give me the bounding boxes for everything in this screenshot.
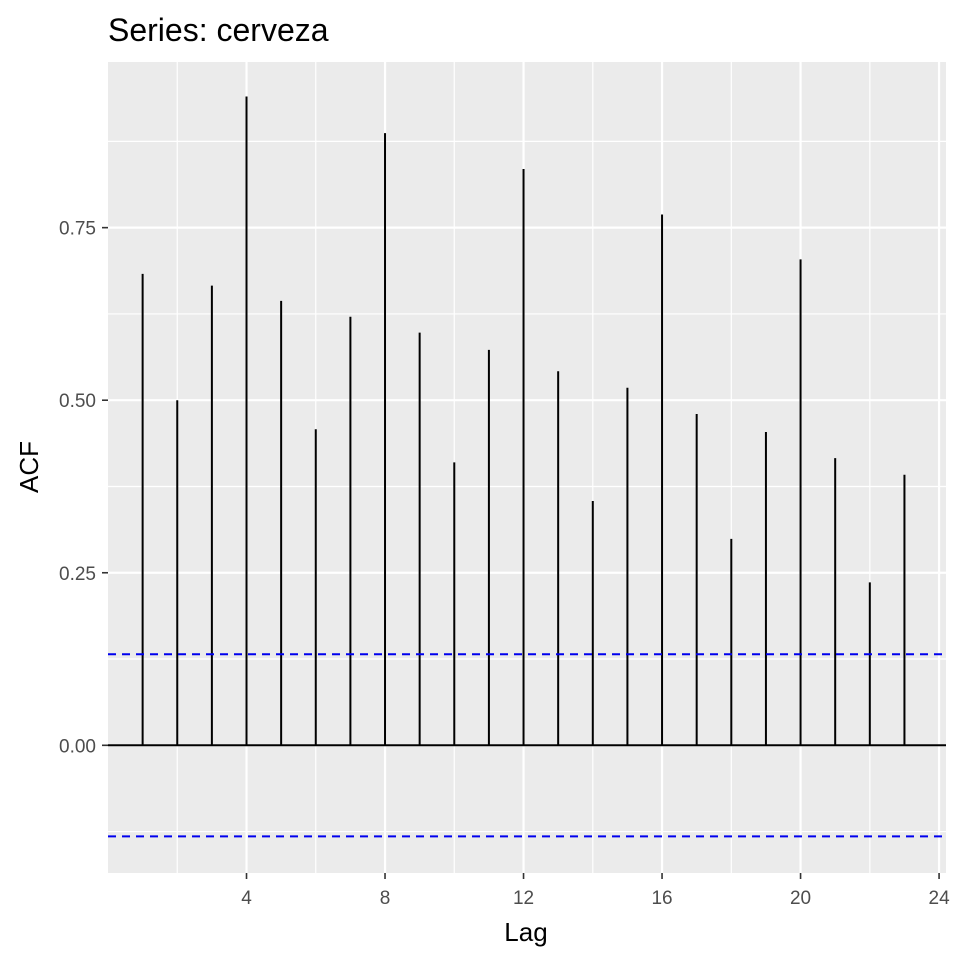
x-tick-label: 24 xyxy=(929,888,951,909)
x-axis-title: Lag xyxy=(504,917,547,947)
y-tick-label: 0.50 xyxy=(59,391,96,412)
x-axis-ticks: 4 8 12 16 20 24 xyxy=(241,873,950,909)
x-tick-label: 16 xyxy=(651,888,672,909)
y-tick-label: 0.75 xyxy=(59,219,96,240)
x-tick-label: 20 xyxy=(790,888,811,909)
chart-title: Series: cerveza xyxy=(108,12,329,48)
y-tick-label: 0.00 xyxy=(59,736,96,757)
x-tick-label: 12 xyxy=(513,888,534,909)
y-axis-ticks: 0.00 0.25 0.50 0.75 xyxy=(59,219,108,757)
y-tick-label: 0.25 xyxy=(59,564,96,585)
x-tick-label: 4 xyxy=(241,888,252,909)
acf-bars xyxy=(108,96,946,747)
plot-panel xyxy=(108,62,946,873)
y-axis-title: ACF xyxy=(14,441,44,493)
x-tick-label: 8 xyxy=(380,888,391,909)
